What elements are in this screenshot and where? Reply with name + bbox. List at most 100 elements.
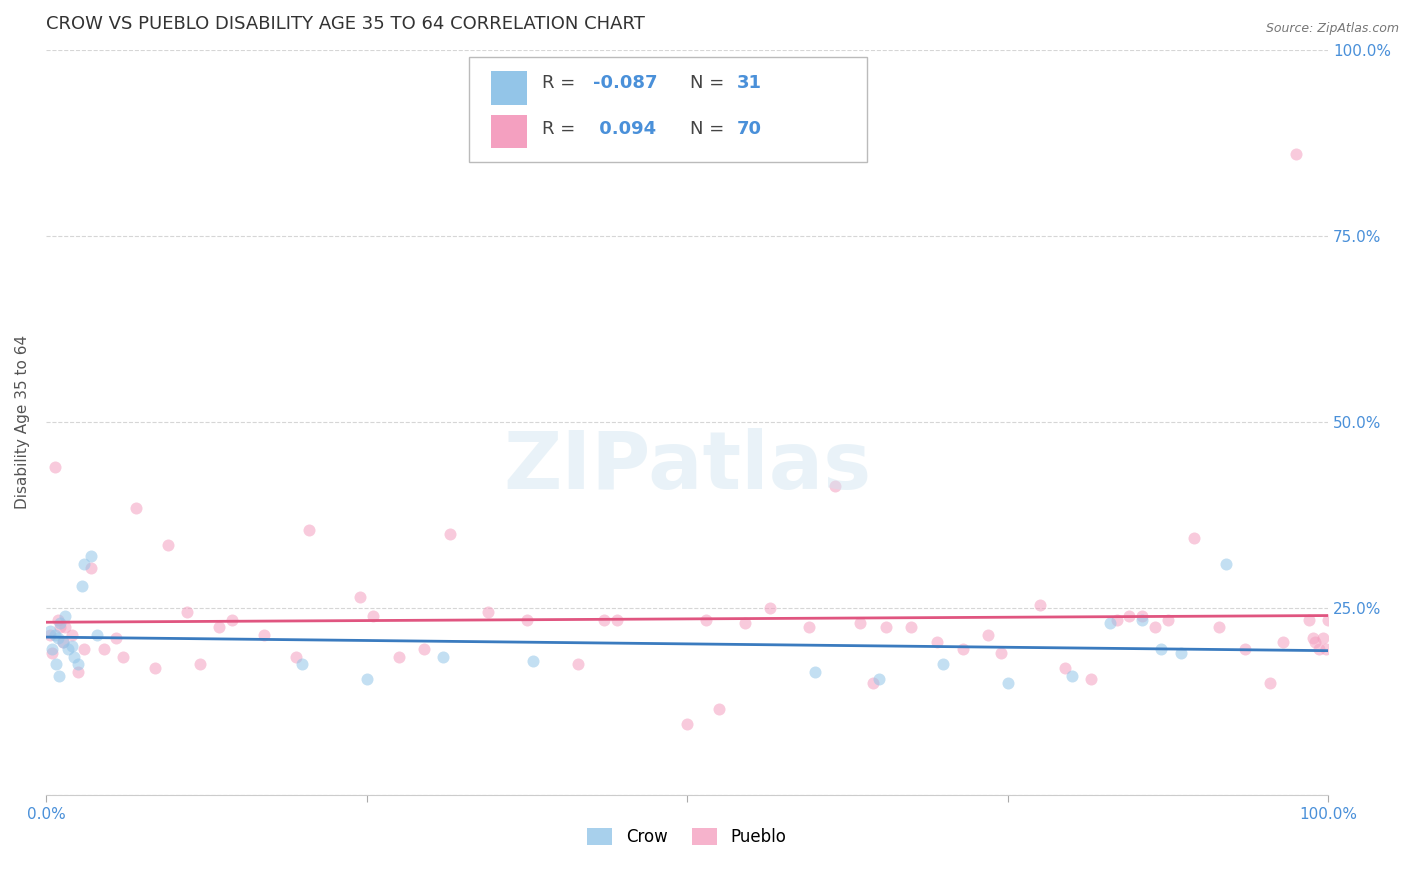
Point (1060, 668, 1083, 682)
Legend: Crow, Pueblo: Crow, Pueblo (588, 828, 787, 846)
Point (1302, 632, 1324, 646)
Point (1215, 557, 1237, 571)
Point (990, 646, 1012, 660)
Point (1105, 613, 1128, 627)
Point (1054, 661, 1077, 675)
Point (361, 609, 384, 624)
Point (80, 560, 103, 574)
Point (143, 661, 166, 675)
Text: N =: N = (689, 120, 730, 137)
Point (1182, 531, 1205, 545)
Point (1208, 620, 1230, 634)
Point (44, 627, 66, 641)
Point (1272, 635, 1295, 649)
Point (38, 624, 60, 638)
Point (41, 642, 63, 657)
Point (86, 627, 108, 641)
Point (44, 460, 66, 475)
Text: N =: N = (689, 74, 730, 92)
Point (46, 613, 69, 627)
Point (1317, 613, 1340, 627)
Point (868, 672, 890, 686)
Point (606, 613, 628, 627)
Point (707, 702, 730, 716)
Point (221, 613, 243, 627)
Point (53, 620, 76, 634)
Point (253, 627, 276, 641)
Point (176, 605, 198, 619)
Text: 31: 31 (737, 74, 762, 92)
Point (1144, 620, 1167, 634)
Point (413, 642, 436, 657)
Y-axis label: Disability Age 35 to 64: Disability Age 35 to 64 (15, 335, 30, 509)
Point (1315, 642, 1337, 657)
Point (45, 657, 67, 672)
Point (156, 538, 179, 552)
Point (849, 616, 872, 631)
Text: CROW VS PUEBLO DISABILITY AGE 35 TO 64 CORRELATION CHART: CROW VS PUEBLO DISABILITY AGE 35 TO 64 C… (46, 15, 645, 33)
Point (1170, 646, 1192, 660)
Point (804, 665, 827, 679)
Point (439, 527, 461, 541)
Point (66, 665, 89, 679)
Point (60, 627, 83, 641)
Point (1028, 598, 1050, 612)
Point (952, 642, 974, 657)
Point (387, 649, 409, 664)
Point (105, 632, 128, 646)
Point (356, 672, 378, 686)
Point (52, 635, 75, 649)
Point (49, 620, 72, 634)
Point (432, 649, 454, 664)
Point (1285, 147, 1308, 161)
FancyBboxPatch shape (470, 57, 866, 161)
Point (46, 632, 69, 646)
Point (1118, 609, 1140, 624)
Point (188, 657, 211, 672)
Point (49, 616, 72, 631)
Point (56, 642, 79, 657)
Point (977, 627, 1000, 641)
Text: 0.094: 0.094 (593, 120, 657, 137)
Point (208, 620, 231, 634)
Point (900, 620, 922, 634)
Point (676, 717, 699, 731)
Point (932, 657, 955, 672)
Point (1305, 635, 1327, 649)
Text: 70: 70 (737, 120, 762, 137)
Point (285, 649, 308, 664)
Point (925, 635, 948, 649)
Point (1130, 609, 1153, 624)
Point (1312, 632, 1334, 646)
Point (38, 627, 60, 641)
Point (53, 609, 76, 624)
Point (1298, 613, 1320, 627)
Point (1150, 642, 1173, 657)
Point (93, 642, 115, 657)
Text: Source: ZipAtlas.com: Source: ZipAtlas.com (1265, 22, 1399, 36)
Point (797, 620, 820, 634)
Point (1099, 616, 1122, 631)
Point (1080, 672, 1102, 686)
Point (73, 557, 96, 571)
Point (759, 601, 782, 615)
Point (862, 676, 884, 690)
FancyBboxPatch shape (491, 115, 527, 148)
Point (695, 613, 717, 627)
Point (298, 523, 321, 537)
Point (1233, 642, 1256, 657)
Point (80, 549, 103, 564)
Point (66, 657, 89, 672)
Point (875, 620, 897, 634)
Point (125, 500, 148, 515)
Point (734, 616, 756, 631)
Point (592, 613, 614, 627)
Point (997, 676, 1019, 690)
Point (70, 579, 93, 593)
Text: -0.087: -0.087 (593, 74, 658, 92)
Point (567, 657, 589, 672)
Point (1260, 676, 1282, 690)
Point (1130, 613, 1153, 627)
Point (291, 657, 314, 672)
Point (63, 649, 86, 664)
